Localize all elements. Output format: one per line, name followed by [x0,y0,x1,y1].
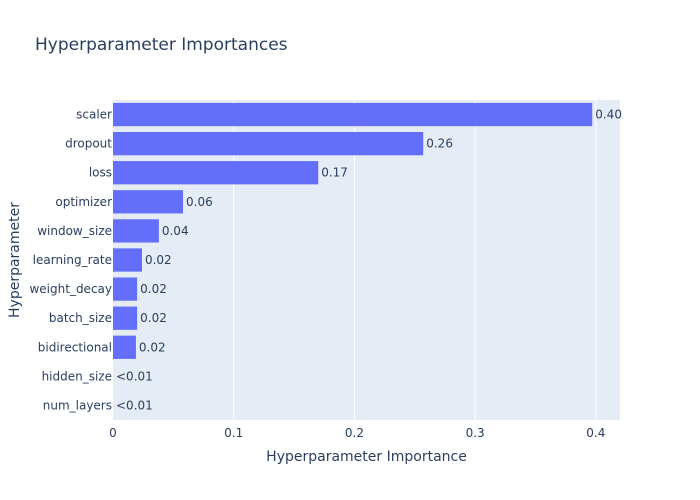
bar [113,306,138,330]
y-tick-label: hidden_size [42,369,112,383]
bar [113,335,136,359]
chart-title: Hyperparameter Importances [35,35,288,55]
y-tick-label: weight_decay [29,282,112,296]
bar-value-label: 0.02 [145,253,172,267]
x-tick-label: 0.2 [345,426,364,440]
bar [113,248,142,272]
y-axis-ticks: scaler dropout loss optimizer window_sizelea… [29,108,112,413]
y-tick-label: batch_size [49,311,112,325]
x-tick-label: 0.1 [224,426,243,440]
bar [113,132,424,156]
y-tick-label: num_layers [43,398,112,412]
x-axis-title: Hyperparameter Importance [266,449,467,465]
bar-value-label: <0.01 [116,369,153,383]
x-tick-label: 0 [109,426,117,440]
y-tick-label: scaler [76,108,112,122]
x-tick-label: 0.4 [586,426,605,440]
y-tick-label: loss [89,166,112,180]
bar-value-label: 0.06 [186,195,213,209]
bars-group: 0.40 0.26 0.17 0.06 0.04 0.02 0.02 0.02 0.02 <0.0… [113,102,622,412]
bar-value-label: 0.17 [321,166,348,180]
bar-value-label: 0.40 [595,108,622,122]
bar [113,190,184,214]
y-axis-title: Hyperparameter [7,202,23,318]
y-tick-label: learning_rate [33,253,112,267]
bar [113,161,319,185]
bar [113,102,593,127]
y-tick-label: window_size [37,224,112,238]
y-tick-label: bidirectional [38,340,112,354]
bar [113,277,138,301]
bar-value-label: 0.02 [139,340,166,354]
bar-value-label: <0.01 [116,398,153,412]
bar-value-label: 0.26 [426,137,453,151]
x-tick-label: 0.3 [466,426,485,440]
y-tick-label: optimizer [55,195,112,209]
bar-value-label: 0.02 [140,282,167,296]
y-tick-label: dropout [65,137,112,151]
bar-value-label: 0.04 [162,224,189,238]
bar-value-label: 0.02 [140,311,167,325]
x-axis-ticks: 0 0.1 0.2 0.3 0.4 [109,426,605,440]
bar [113,219,159,243]
